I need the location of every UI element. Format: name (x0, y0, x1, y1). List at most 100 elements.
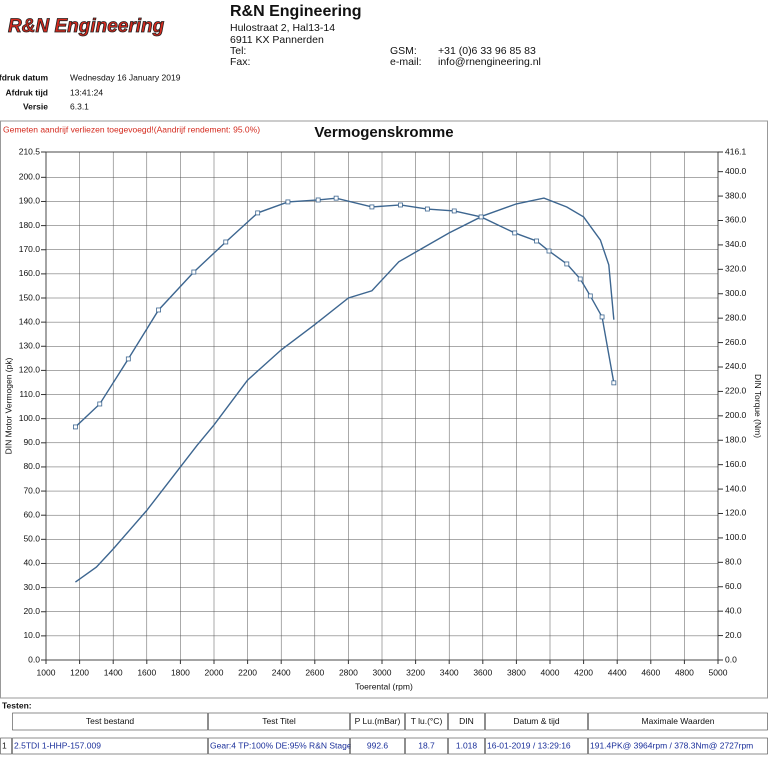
y-tick-label: 0.0 (28, 654, 40, 664)
plot-frame (45, 151, 719, 661)
cell (350, 737, 405, 755)
annotation: Gemeten aandrijf verliezen toegevoegd!(A… (3, 124, 260, 134)
cell-text: 1 (2, 740, 7, 750)
chart-frame (0, 120, 768, 699)
x-tick-label: 3000 (373, 667, 392, 677)
marker (451, 208, 457, 214)
header-text: DIN (459, 716, 474, 726)
x-tick-label: 1800 (171, 667, 190, 677)
x-tick-label: 4600 (641, 667, 660, 677)
x-tick-label: 4000 (541, 667, 560, 677)
y2-tick-label: 240.0 (725, 361, 747, 371)
y2-tick-label: 416.1 (725, 146, 747, 156)
y-tick-label: 100.0 (19, 413, 41, 423)
series-line (74, 197, 615, 428)
header-cell (485, 712, 588, 731)
marker (599, 314, 605, 320)
table-label: Testen: (2, 700, 32, 710)
contact-value: info@rnengineering.nl (438, 56, 541, 68)
print-label: Afdruk datum (0, 72, 48, 82)
y-tick-label: 50.0 (23, 534, 40, 544)
x-tick-label: 2000 (205, 667, 224, 677)
marker (333, 195, 339, 201)
cell-text: 2.5TDI 1-HHP-157.009 (14, 740, 101, 750)
chart-title: Vermogenskromme (314, 124, 453, 141)
x-tick-label: 3400 (440, 667, 459, 677)
marker (546, 248, 552, 254)
y2-tick-label: 180.0 (725, 434, 747, 444)
y2-tick-label: 0.0 (725, 654, 737, 664)
cell-text: 1.018 (456, 740, 478, 750)
marker (255, 210, 261, 216)
marker (611, 380, 617, 386)
cell (485, 737, 588, 755)
marker (73, 424, 78, 430)
cell (405, 737, 448, 755)
marker (398, 202, 403, 208)
company-name: R&N Engineering (230, 3, 362, 20)
print-value: 6.3.1 (70, 101, 89, 111)
header-cell (350, 712, 405, 731)
marker (97, 401, 103, 407)
contact-label: Tel: (230, 45, 246, 57)
print-value: Wednesday 16 January 2019 (70, 72, 181, 82)
y-tick-label: 200.0 (19, 172, 41, 182)
header-cell (208, 712, 350, 731)
y2-tick-label: 400.0 (725, 166, 747, 176)
y-tick-label: 20.0 (23, 606, 40, 616)
x-tick-label: 1600 (137, 667, 156, 677)
y-tick-label: 210.5 (19, 146, 41, 156)
y-tick-label: 10.0 (23, 630, 40, 640)
y-tick-label: 190.0 (19, 196, 41, 206)
x-tick-label: 2800 (339, 667, 358, 677)
x-tick-label: 4800 (675, 667, 694, 677)
header-text: Datum & tijd (513, 716, 560, 726)
marker (125, 356, 131, 362)
contact-label: GSM: (390, 45, 417, 57)
print-label: Versie (23, 101, 48, 111)
x-tick-label: 2200 (238, 667, 257, 677)
marker (315, 197, 321, 203)
test-table: Test bestand Test Titel P Lu.(mBar) T lu.(°… (0, 712, 768, 755)
y-tick-label: 90.0 (23, 437, 40, 447)
cell (0, 737, 12, 755)
print-value: 13:41:24 (70, 87, 103, 97)
y-axis-label: DIN Motor Vermogen (pk) (3, 357, 13, 454)
y2-tick-label: 320.0 (725, 264, 747, 274)
marker (587, 293, 593, 299)
marker (512, 230, 518, 236)
y2-tick-label: 360.0 (725, 215, 747, 225)
x-tick-label: 3200 (406, 667, 425, 677)
cell (448, 737, 485, 755)
marker (424, 206, 430, 212)
marker (156, 307, 161, 313)
x-tick-label: 2600 (305, 667, 324, 677)
x-axis-label: Toerental (rpm) (355, 681, 413, 691)
y2-tick-label: 100.0 (725, 532, 747, 542)
address: 6911 KX Pannerden (230, 34, 324, 46)
y2-tick-label: 140.0 (725, 483, 747, 493)
contact-value: +31 (0)6 33 96 85 83 (438, 45, 536, 57)
y-tick-label: 140.0 (19, 316, 41, 326)
x-tick-label: 5000 (709, 667, 728, 677)
cell-text: 191.4PK@ 3964rpm / 378.3Nm@ 2727rpm (590, 740, 753, 750)
cell-text: Gear:4 TP:100% DE:95% R&N Stage 3 (210, 740, 359, 750)
y-tick-label: 60.0 (23, 509, 40, 519)
marker (478, 214, 484, 220)
y-tick-label: 150.0 (19, 292, 41, 302)
y-tick-label: 160.0 (19, 268, 41, 278)
x-tick-label: 1000 (37, 667, 56, 677)
x-tick-label: 2400 (272, 667, 291, 677)
y-tick-label: 130.0 (19, 341, 41, 351)
y-tick-label: 170.0 (19, 244, 41, 254)
marker (223, 239, 229, 245)
y-tick-label: 80.0 (23, 461, 40, 471)
y2-tick-label: 220.0 (725, 386, 747, 396)
contact-label: e-mail: (390, 56, 422, 68)
x-tick-label: 1200 (70, 667, 89, 677)
print-label: Afdruk tijd (6, 87, 49, 97)
cell (208, 737, 350, 755)
header-cell (12, 712, 208, 731)
y2-tick-label: 120.0 (725, 508, 747, 518)
